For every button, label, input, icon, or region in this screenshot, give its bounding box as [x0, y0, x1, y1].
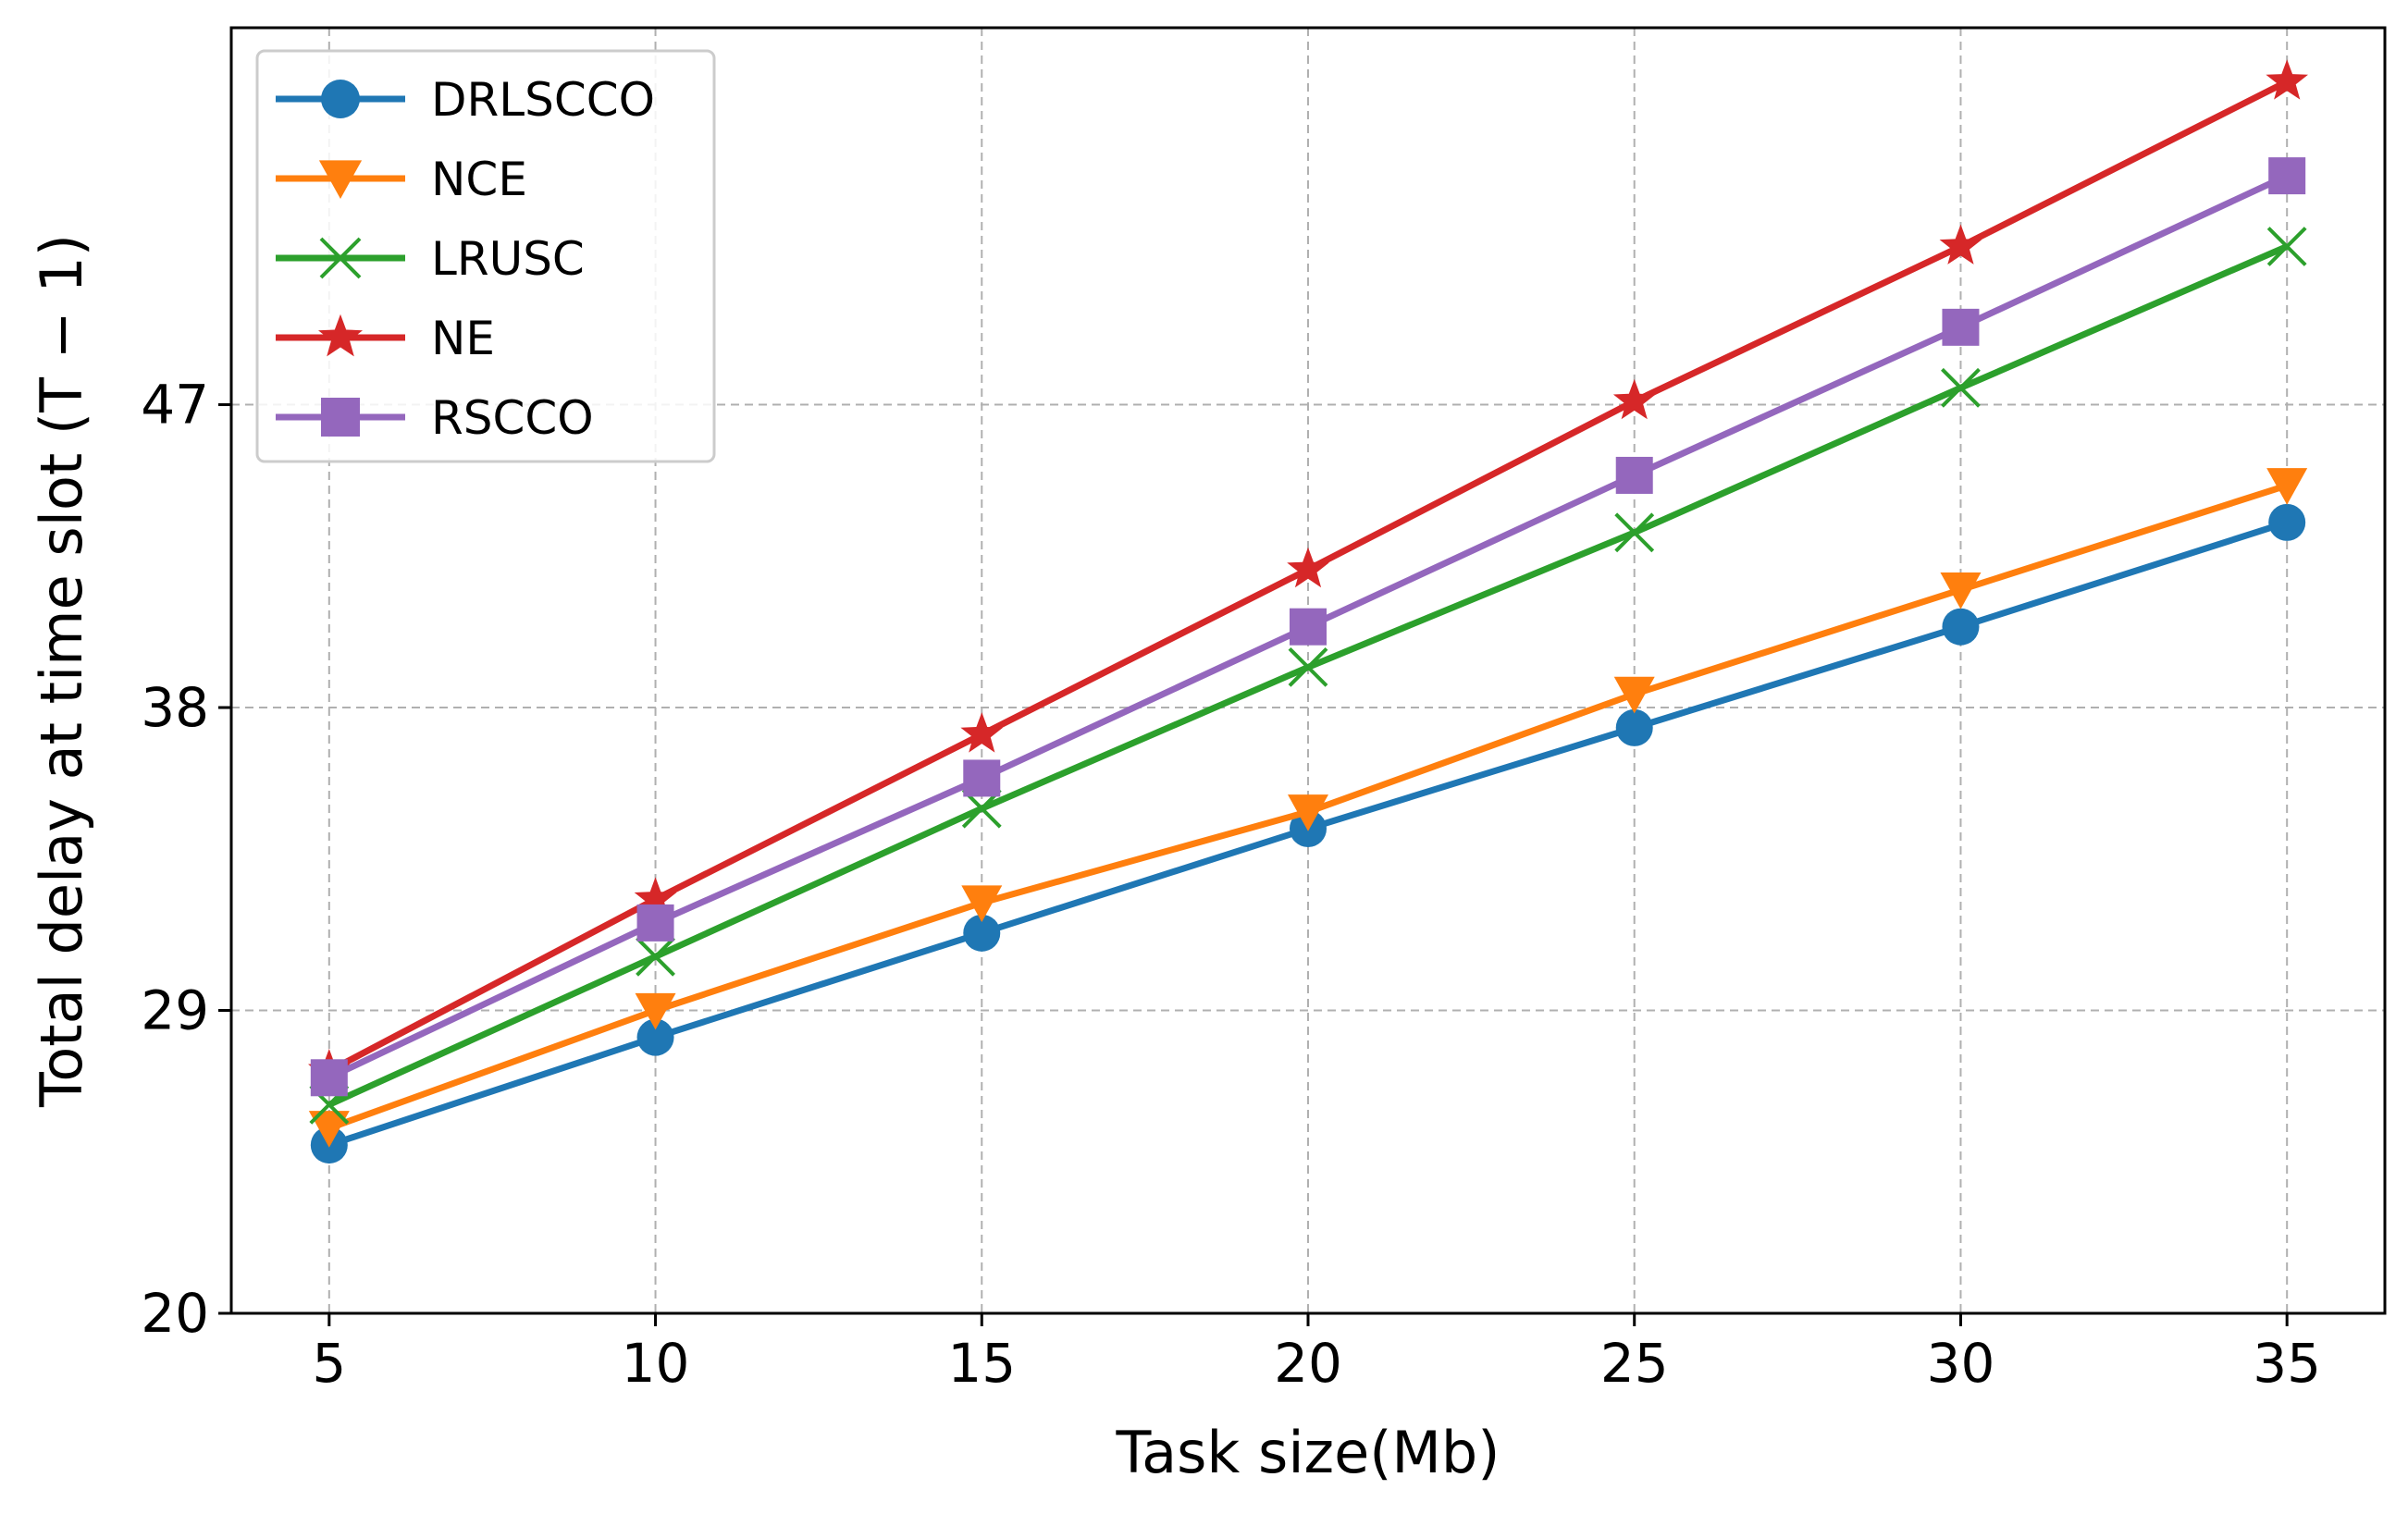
series-rscco	[310, 157, 2306, 1097]
legend-box	[255, 49, 716, 463]
data-point	[961, 885, 1003, 922]
legend-item: NE	[276, 312, 495, 365]
data-point	[2268, 157, 2306, 195]
data-point	[2266, 59, 2308, 100]
data-point	[310, 1059, 348, 1097]
series-nce	[308, 468, 2308, 1148]
legend-item: RSCCO	[276, 391, 594, 445]
data-point	[1942, 308, 1980, 346]
legend-label: DRLSCCO	[431, 73, 655, 127]
x-axis-label: Task size(Mb)	[1116, 1419, 1500, 1486]
data-point	[2266, 227, 2307, 266]
data-point	[1613, 676, 1655, 714]
legend-item: DRLSCCO	[276, 73, 655, 127]
y-tick-label: 47	[141, 374, 209, 437]
data-point	[636, 936, 675, 977]
x-tick-label: 25	[1600, 1332, 1669, 1395]
legend-item: NCE	[276, 153, 527, 206]
data-point	[1288, 794, 1328, 831]
x-tick-label: 20	[1274, 1332, 1342, 1395]
data-point	[2266, 468, 2308, 505]
data-point	[635, 992, 676, 1030]
x-tick-label: 30	[1927, 1332, 1995, 1395]
legend-label: NCE	[431, 153, 527, 206]
data-point	[2268, 503, 2306, 541]
y-tick-label: 29	[141, 979, 209, 1042]
data-point	[960, 712, 1004, 753]
data-point	[1939, 224, 1982, 265]
legend-label: LRUSC	[431, 232, 585, 286]
data-point	[636, 904, 674, 942]
data-point	[308, 1111, 350, 1148]
data-point	[636, 1018, 674, 1056]
legend-label: NE	[431, 312, 495, 365]
x-tick-label: 5	[312, 1332, 346, 1395]
axis-ticks: 5 10 15 20 25 30 35 20 29 38 47	[141, 374, 2321, 1395]
y-axis-label: Total delay at time slot (T − 1)	[28, 234, 95, 1108]
data-point	[1612, 378, 1656, 420]
legend: DRLSCCO NCE LRUSC NE RSCCO	[255, 49, 716, 463]
x-tick-label: 35	[2253, 1332, 2321, 1395]
y-tick-label: 20	[141, 1282, 209, 1345]
data-point	[1941, 367, 1981, 408]
data-point	[1290, 608, 1327, 646]
data-point	[1940, 572, 1982, 609]
legend-marker	[318, 314, 363, 357]
legend-marker	[319, 237, 362, 279]
legend-marker	[321, 80, 360, 118]
data-point	[1615, 456, 1653, 494]
data-point	[1614, 512, 1655, 553]
legend-label: RSCCO	[431, 391, 594, 445]
data-point	[1942, 608, 1980, 646]
data-point	[1288, 646, 1328, 687]
data-point	[963, 914, 1001, 952]
x-tick-label: 15	[947, 1332, 1016, 1395]
data-point	[634, 877, 677, 917]
legend-marker	[318, 160, 363, 199]
legend-item: LRUSC	[276, 232, 585, 286]
x-tick-label: 10	[622, 1332, 690, 1395]
y-tick-label: 38	[141, 676, 209, 739]
data-point	[1615, 708, 1653, 746]
data-point	[963, 759, 1001, 797]
series-lrusc	[309, 227, 2307, 1125]
data-point	[1287, 547, 1329, 588]
legend-marker	[321, 398, 360, 437]
series-layer	[308, 59, 2308, 1164]
